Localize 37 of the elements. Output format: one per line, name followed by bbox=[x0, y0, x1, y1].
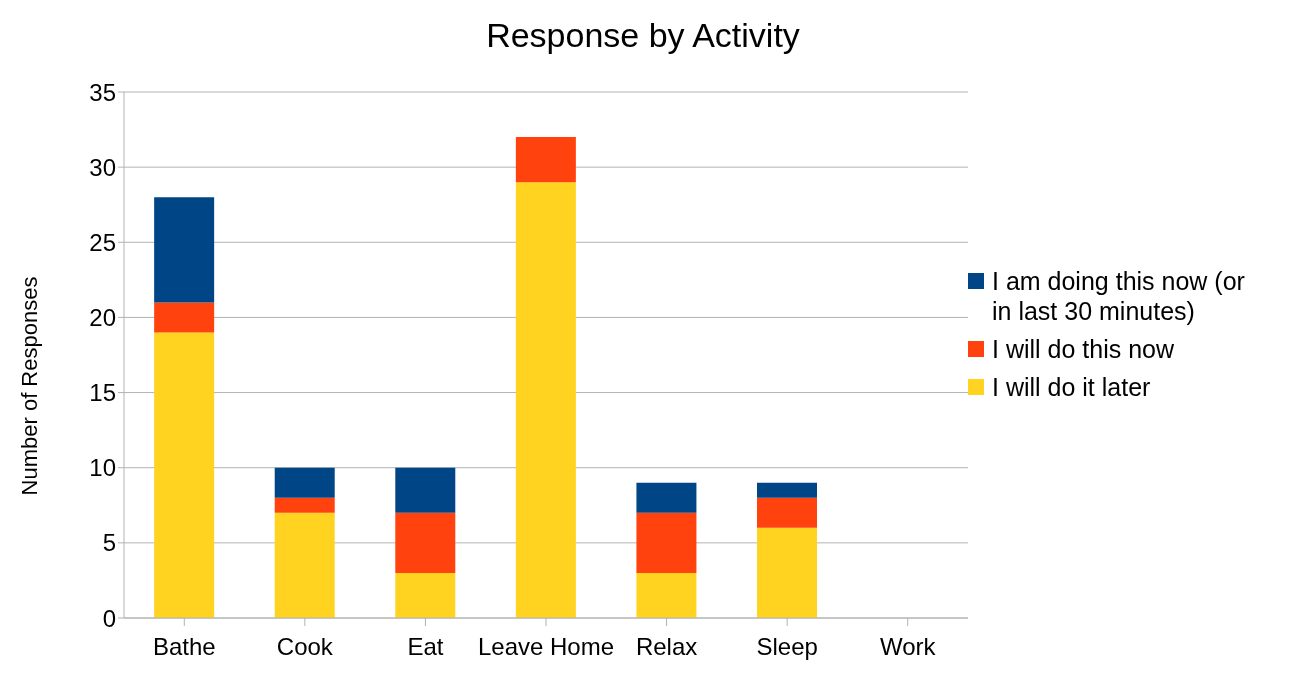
bar bbox=[395, 467, 456, 513]
bar bbox=[154, 302, 215, 333]
bar bbox=[515, 182, 576, 618]
bar bbox=[395, 512, 456, 573]
x-tick-label: Sleep bbox=[756, 633, 818, 661]
chart-title: Response by Activity bbox=[485, 16, 801, 55]
bar bbox=[395, 572, 456, 618]
bar bbox=[274, 467, 335, 498]
y-tick-label: 15 bbox=[89, 379, 116, 407]
y-tick-label: 20 bbox=[89, 303, 116, 331]
bar bbox=[154, 197, 215, 303]
bar bbox=[757, 497, 817, 528]
bar bbox=[274, 512, 335, 618]
x-tick-label: Eat bbox=[407, 633, 444, 661]
bar bbox=[515, 137, 576, 183]
x-tick-label: Work bbox=[879, 633, 937, 661]
y-tick-label: 25 bbox=[89, 228, 116, 256]
bar bbox=[757, 482, 817, 498]
bar bbox=[274, 497, 335, 513]
y-tick-label: 5 bbox=[102, 529, 116, 557]
x-tick-label: Relax bbox=[635, 633, 698, 661]
x-tick-label: Leave Home bbox=[477, 633, 615, 661]
legend-label: I will do this now bbox=[992, 334, 1175, 364]
bar bbox=[636, 482, 697, 513]
legend-label: I am doing this now (or in last 30 minutes) bbox=[992, 266, 1246, 326]
bar bbox=[636, 512, 697, 573]
y-tick-label: 0 bbox=[102, 604, 116, 632]
x-tick-label: Cook bbox=[276, 633, 334, 661]
bar bbox=[757, 527, 817, 618]
x-tick-label: Bathe bbox=[152, 633, 216, 661]
y-tick-label: 35 bbox=[89, 78, 116, 106]
legend-label: I will do it later bbox=[992, 372, 1151, 402]
y-tick-label: 30 bbox=[89, 153, 116, 181]
bar bbox=[154, 332, 215, 618]
y-tick-label: 10 bbox=[89, 454, 116, 482]
y-axis-title: Number of Responses bbox=[17, 276, 43, 496]
bar bbox=[636, 572, 697, 618]
